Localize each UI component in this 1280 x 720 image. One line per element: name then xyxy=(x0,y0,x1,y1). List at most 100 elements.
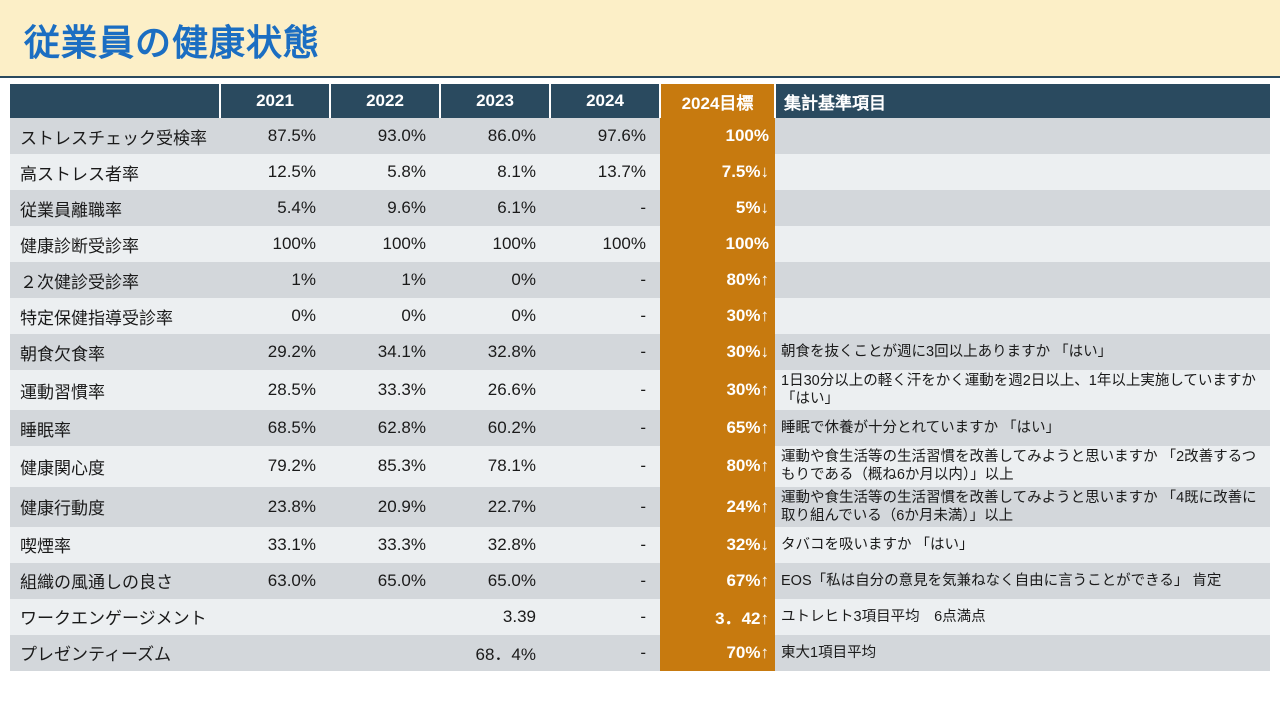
cell-2021 xyxy=(220,599,330,635)
cell-target: 3．42↑ xyxy=(660,599,775,635)
cell-2024: - xyxy=(550,527,660,563)
cell-2023: 78.1% xyxy=(440,446,550,486)
table-row: 従業員離職率5.4%9.6%6.1%-5%↓ xyxy=(10,190,1270,226)
table-row: 健康診断受診率100%100%100%100%100% xyxy=(10,226,1270,262)
cell-target: 32%↓ xyxy=(660,527,775,563)
header-target: 2024目標 xyxy=(660,84,775,118)
cell-target: 24%↑ xyxy=(660,487,775,527)
title-bar: 従業員の健康状態 xyxy=(0,0,1280,78)
cell-note: 東大1項目平均 xyxy=(775,635,1270,671)
header-2022: 2022 xyxy=(330,84,440,118)
cell-target: 30%↑ xyxy=(660,370,775,410)
cell-2024: - xyxy=(550,190,660,226)
cell-2021: 29.2% xyxy=(220,334,330,370)
header-blank xyxy=(10,84,220,118)
cell-2023: 86.0% xyxy=(440,118,550,154)
cell-2021: 28.5% xyxy=(220,370,330,410)
label: プレゼンティーズム xyxy=(10,635,220,671)
cell-2024: - xyxy=(550,334,660,370)
header-2024: 2024 xyxy=(550,84,660,118)
cell-2023: 60.2% xyxy=(440,410,550,446)
cell-2023: 3.39 xyxy=(440,599,550,635)
label: ２次健診受診率 xyxy=(10,262,220,298)
cell-2024: - xyxy=(550,599,660,635)
cell-2022: 20.9% xyxy=(330,487,440,527)
cell-2022 xyxy=(330,599,440,635)
cell-2023: 26.6% xyxy=(440,370,550,410)
cell-2022: 65.0% xyxy=(330,563,440,599)
table-row: 健康関心度79.2%85.3%78.1%-80%↑運動や食生活等の生活習慣を改善… xyxy=(10,446,1270,486)
cell-target: 100% xyxy=(660,118,775,154)
cell-2022: 1% xyxy=(330,262,440,298)
cell-2024: - xyxy=(550,635,660,671)
cell-2024: - xyxy=(550,487,660,527)
cell-target: 30%↓ xyxy=(660,334,775,370)
cell-note: 睡眠で休養が十分とれていますか 「はい」 xyxy=(775,410,1270,446)
cell-2023: 32.8% xyxy=(440,334,550,370)
cell-2024: - xyxy=(550,262,660,298)
table-row: 特定保健指導受診率0%0%0%-30%↑ xyxy=(10,298,1270,334)
cell-2023: 68．4% xyxy=(440,635,550,671)
cell-2024: 13.7% xyxy=(550,154,660,190)
health-table: 2021 2022 2023 2024 2024目標 集計基準項目 ストレスチェ… xyxy=(10,84,1270,671)
cell-2021: 12.5% xyxy=(220,154,330,190)
table-row: ２次健診受診率1%1%0%-80%↑ xyxy=(10,262,1270,298)
label: 喫煙率 xyxy=(10,527,220,563)
cell-2022: 62.8% xyxy=(330,410,440,446)
cell-target: 100% xyxy=(660,226,775,262)
cell-2023: 22.7% xyxy=(440,487,550,527)
header-2021: 2021 xyxy=(220,84,330,118)
page-title: 従業員の健康状態 xyxy=(24,14,1256,66)
table-row: 睡眠率68.5%62.8%60.2%-65%↑睡眠で休養が十分とれていますか 「… xyxy=(10,410,1270,446)
cell-2023: 6.1% xyxy=(440,190,550,226)
cell-2022: 93.0% xyxy=(330,118,440,154)
label: 高ストレス者率 xyxy=(10,154,220,190)
cell-2023: 8.1% xyxy=(440,154,550,190)
cell-2023: 0% xyxy=(440,262,550,298)
label: 健康行動度 xyxy=(10,487,220,527)
cell-2022: 100% xyxy=(330,226,440,262)
cell-2022: 34.1% xyxy=(330,334,440,370)
label: ストレスチェック受検率 xyxy=(10,118,220,154)
cell-2022: 33.3% xyxy=(330,370,440,410)
cell-target: 7.5%↓ xyxy=(660,154,775,190)
cell-2021: 5.4% xyxy=(220,190,330,226)
label: 健康関心度 xyxy=(10,446,220,486)
cell-target: 80%↑ xyxy=(660,262,775,298)
cell-2024: - xyxy=(550,410,660,446)
header-2023: 2023 xyxy=(440,84,550,118)
label: 健康診断受診率 xyxy=(10,226,220,262)
cell-2023: 65.0% xyxy=(440,563,550,599)
table-row: 運動習慣率28.5%33.3%26.6%-30%↑1日30分以上の軽く汗をかく運… xyxy=(10,370,1270,410)
cell-note xyxy=(775,118,1270,154)
cell-2022: 33.3% xyxy=(330,527,440,563)
cell-note: 朝食を抜くことが週に3回以上ありますか 「はい」 xyxy=(775,334,1270,370)
cell-2021: 79.2% xyxy=(220,446,330,486)
cell-2021: 23.8% xyxy=(220,487,330,527)
cell-2021: 68.5% xyxy=(220,410,330,446)
table-row: 健康行動度23.8%20.9%22.7%-24%↑運動や食生活等の生活習慣を改善… xyxy=(10,487,1270,527)
cell-target: 70%↑ xyxy=(660,635,775,671)
cell-target: 80%↑ xyxy=(660,446,775,486)
cell-note: タバコを吸いますか 「はい」 xyxy=(775,527,1270,563)
cell-2023: 100% xyxy=(440,226,550,262)
cell-note: 運動や食生活等の生活習慣を改善してみようと思いますか 「4既に改善に取り組んでい… xyxy=(775,487,1270,527)
table-row: 高ストレス者率12.5%5.8%8.1%13.7%7.5%↓ xyxy=(10,154,1270,190)
cell-target: 30%↑ xyxy=(660,298,775,334)
cell-2021: 1% xyxy=(220,262,330,298)
label: 従業員離職率 xyxy=(10,190,220,226)
cell-2022: 5.8% xyxy=(330,154,440,190)
cell-2023: 0% xyxy=(440,298,550,334)
table-row: 朝食欠食率29.2%34.1%32.8%-30%↓朝食を抜くことが週に3回以上あ… xyxy=(10,334,1270,370)
cell-2022: 0% xyxy=(330,298,440,334)
cell-note xyxy=(775,154,1270,190)
cell-2021: 0% xyxy=(220,298,330,334)
cell-target: 5%↓ xyxy=(660,190,775,226)
label: 睡眠率 xyxy=(10,410,220,446)
cell-2024: - xyxy=(550,563,660,599)
cell-note: EOS「私は自分の意見を気兼ねなく自由に言うことができる」 肯定 xyxy=(775,563,1270,599)
label: 特定保健指導受診率 xyxy=(10,298,220,334)
header-row: 2021 2022 2023 2024 2024目標 集計基準項目 xyxy=(10,84,1270,118)
cell-2021: 63.0% xyxy=(220,563,330,599)
cell-2023: 32.8% xyxy=(440,527,550,563)
